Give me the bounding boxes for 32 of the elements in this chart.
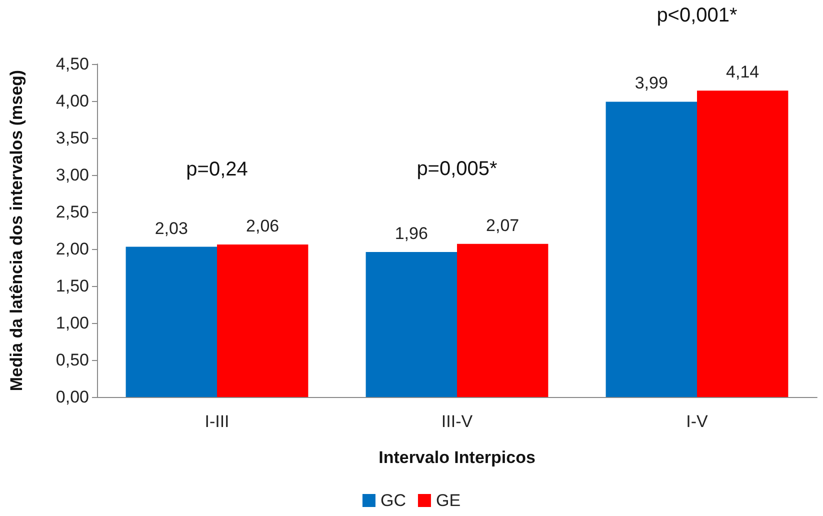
annotation: p=0,005* — [416, 158, 498, 180]
y-tick-label: 3,50 — [56, 128, 89, 148]
y-tick-label: 2,00 — [56, 240, 89, 258]
data-label: 4,14 — [726, 62, 760, 82]
x-axis-title: Intervalo Interpicos — [378, 448, 536, 467]
bar — [697, 90, 788, 397]
y-tick-label: 1,50 — [56, 276, 89, 296]
y-tick-label: 2,50 — [56, 202, 89, 222]
bar — [126, 246, 217, 397]
legend-label: GC — [380, 491, 406, 510]
y-tick-label: 4,00 — [56, 92, 89, 110]
data-label: 2,03 — [154, 218, 188, 238]
data-label: 1,96 — [394, 224, 428, 243]
x-tick-label: I-V — [686, 412, 709, 431]
y-tick-label: 4,50 — [56, 54, 89, 74]
data-label: 2,06 — [246, 216, 280, 236]
bar — [217, 244, 308, 397]
x-tick-label: III-V — [441, 412, 474, 431]
bar — [366, 252, 457, 397]
y-tick-label: 0,50 — [56, 350, 89, 370]
data-label: 3,99 — [634, 74, 668, 93]
bar — [457, 244, 548, 397]
y-tick-label: 0,00 — [56, 388, 89, 406]
bar — [606, 102, 697, 397]
y-axis-title: Media da latência dos intervalos (mseg) — [7, 70, 26, 392]
annotation: p=0,24 — [186, 158, 248, 181]
y-tick-label: 1,00 — [56, 314, 89, 332]
data-label: 2,07 — [486, 216, 520, 235]
y-tick-label: 3,00 — [56, 166, 89, 184]
legend-label: GE — [436, 491, 461, 510]
x-tick-label: I-III — [204, 412, 230, 431]
text: p<0,001* — [656, 4, 738, 27]
